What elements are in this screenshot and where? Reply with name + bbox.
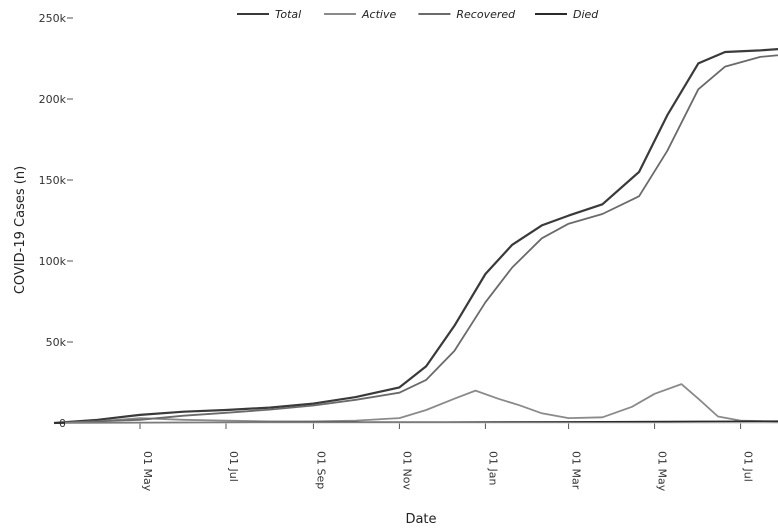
x-tick-label: 01 Mar <box>570 451 583 490</box>
x-tick-label: 01 Jul <box>227 451 240 482</box>
y-tick-label: 100k <box>39 255 67 268</box>
y-tick-label: 200k <box>39 93 67 106</box>
series-line-total <box>53 48 778 425</box>
y-tick-label: 150k <box>39 174 67 187</box>
x-tick-label: 01 May <box>141 451 154 492</box>
x-tick-label: 01 Jan <box>486 451 499 485</box>
plot-area <box>53 48 778 425</box>
legend-label-recovered: Recovered <box>456 8 516 21</box>
x-tick-label: 01 Nov <box>400 451 413 490</box>
series-line-recovered <box>53 54 778 424</box>
legend-label-died: Died <box>573 8 599 21</box>
x-tick-label: 01 May <box>656 451 669 492</box>
series-line-active <box>53 383 778 424</box>
legend-label-active: Active <box>361 8 396 21</box>
x-tick-label: 01 Jul <box>742 451 755 482</box>
legend-label-total: Total <box>275 8 301 21</box>
y-axis-title: COVID-19 Cases (n) <box>13 166 28 294</box>
x-axis: 01 May 01 Jul 01 Sep 01 Nov 01 Jan 01 Mar 01 M… <box>139 423 755 492</box>
x-axis-title: Date <box>405 512 436 527</box>
y-tick-label: 250k <box>39 12 67 25</box>
x-tick-label: 01 Sep <box>314 451 327 489</box>
y-tick-label: 50k <box>46 336 67 349</box>
legend: Total Active Recovered Died <box>237 8 599 21</box>
